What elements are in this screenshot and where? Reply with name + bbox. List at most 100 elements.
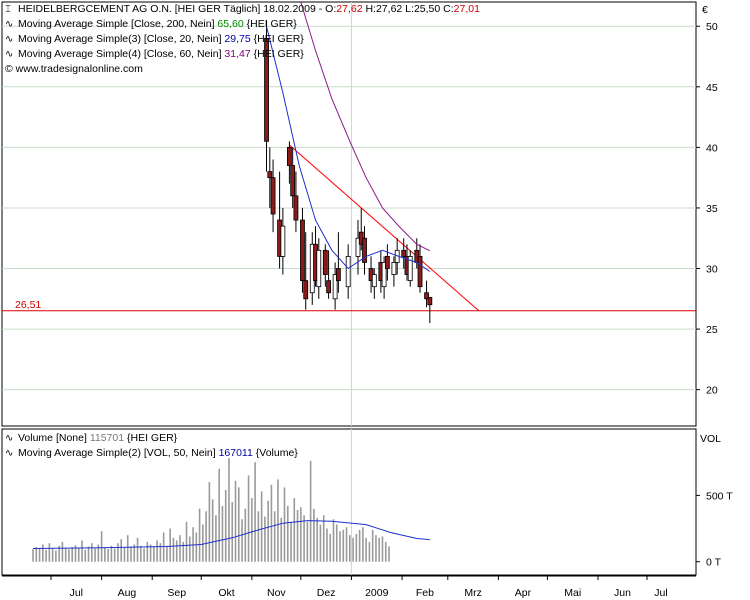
x-tick-label: Jul <box>70 587 83 599</box>
open-value: 27,62 <box>336 3 363 15</box>
candle-body <box>332 274 338 300</box>
candle-body <box>316 249 322 288</box>
volume-panel: 0 T 500 T VOL <box>1 428 733 576</box>
x-tick-label: Sep <box>167 587 186 599</box>
candle-body <box>335 268 341 282</box>
volume-y-axis: 0 T 500 T <box>696 490 733 569</box>
x-tick-label: Jun <box>614 587 631 599</box>
price-y-tick-label: 20 <box>706 385 718 397</box>
legend-ma20: ∿ Moving Average Simple(3) [Close, 20, Ne… <box>5 32 304 47</box>
candle-body <box>362 237 367 263</box>
close-label: C: <box>443 3 454 15</box>
line-icon: ∿ <box>5 49 14 60</box>
candle-body <box>381 262 387 288</box>
legend-volume-suffix: {HEI GER} <box>127 432 178 444</box>
candle-body <box>290 165 296 197</box>
x-tick-label: Okt <box>218 587 234 599</box>
x-tick-label: Nov <box>267 587 286 599</box>
x-tick-label: Apr <box>515 587 532 599</box>
instrument-title: HEIDELBERGCEMENT AG O.N. [HEI GER Täglic… <box>18 3 261 15</box>
candle-body <box>270 177 276 215</box>
price-gridlines <box>2 25 696 391</box>
candle-body <box>384 255 390 269</box>
legend-ma200-value: 65,60 <box>217 18 244 30</box>
legend-volume-ma: ∿ Moving Average Simple(2) [VOL, 50, Nein… <box>5 446 298 461</box>
candle-body <box>345 255 351 288</box>
x-tick-label: Aug <box>118 587 137 599</box>
candle-body <box>322 249 328 275</box>
legend-ma20-suffix: {HEI GER} <box>253 33 304 45</box>
price-y-tick-label: 40 <box>706 142 718 154</box>
line-icon: ∿ <box>5 433 14 444</box>
candle-body <box>401 249 407 257</box>
legend-ma60-suffix: {HEI GER} <box>253 48 304 60</box>
legend-ma200-label: Moving Average Simple [Close, 200, Nein] <box>18 18 215 30</box>
price-y-tick-label: 45 <box>706 82 718 94</box>
price-candles <box>264 20 433 324</box>
line-icon: ∿ <box>5 19 14 30</box>
price-y-tick-label: 30 <box>706 264 718 276</box>
high-value: 27,62 <box>375 3 403 15</box>
price-y-tick-label: 50 <box>706 21 718 33</box>
price-panel: 26,51 20 25 30 35 40 45 50 € <box>1 1 718 427</box>
candle-body <box>280 225 286 257</box>
candle-body <box>371 274 377 288</box>
x-tick-label: Feb <box>416 587 434 599</box>
quote-date: 18.02.2009 <box>263 3 316 15</box>
legend-volume-ma-suffix: {Volume} <box>255 447 298 459</box>
legend-volume-ma-value: 167011 <box>218 447 253 459</box>
price-y-tick-label: 25 <box>706 324 718 336</box>
candle-body <box>355 237 361 257</box>
legend-ma200-suffix: {HEI GER} <box>246 18 297 30</box>
support-label: 26,51 <box>15 299 41 311</box>
candle-body <box>303 280 309 300</box>
x-tick-label: 2009 <box>365 587 389 599</box>
x-tick-label: Jul <box>654 587 667 599</box>
line-icon: ∿ <box>5 34 14 45</box>
price-y-axis: 20 25 30 35 40 45 50 <box>696 21 718 397</box>
legend-volume-value: 115701 <box>89 432 125 444</box>
close-value: 27,01 <box>453 3 480 15</box>
x-axis: Jul Aug Sep Okt Nov Dez 2009 Feb Mrz Apr Mai Jun Jul <box>2 575 696 599</box>
volume-ma-line <box>32 520 430 549</box>
candle-body <box>417 255 423 288</box>
copyright-text: © www.tradesignalonline.com <box>5 63 143 75</box>
price-panel-frame <box>1 1 697 427</box>
candle-body <box>264 37 269 142</box>
candle-body <box>391 262 397 275</box>
volume-y-tick-label: 500 T <box>706 490 733 502</box>
line-icon: ∿ <box>5 448 14 459</box>
volume-axis-title: VOL <box>700 433 721 445</box>
resistance-trendline <box>289 144 480 312</box>
ma-20-line <box>266 26 431 272</box>
candle-body <box>293 195 299 221</box>
legend-ma60: ∿ Moving Average Simple(4) [Close, 60, Ne… <box>5 47 304 62</box>
high-label: H: <box>365 3 376 15</box>
volume-y-tick-label: 0 T <box>706 557 722 569</box>
x-tick-label: Dez <box>317 587 336 599</box>
volume-bars <box>32 458 390 562</box>
ma-60-line <box>300 1 431 252</box>
candle-body <box>407 255 413 282</box>
legend-volume-label: Volume [None] <box>18 432 87 444</box>
legend-ma20-label: Moving Average Simple(3) [Close, 20, Nei… <box>18 33 222 45</box>
low-label: L: <box>405 3 414 15</box>
price-y-tick-label: 35 <box>706 203 718 215</box>
bar-chart-icon: ⌶ <box>5 4 11 15</box>
candle-body <box>424 292 429 300</box>
candle-body <box>326 280 331 294</box>
candle-body <box>300 219 305 282</box>
candle-body <box>267 171 273 179</box>
open-label: O: <box>325 3 337 15</box>
copyright-notice: © www.tradesignalonline.com <box>5 62 143 77</box>
legend-volume-ma-label: Moving Average Simple(2) [VOL, 50, Nein] <box>18 447 216 459</box>
currency-label: € <box>702 4 708 16</box>
legend-ma200: ∿ Moving Average Simple [Close, 200, Nein… <box>5 17 297 32</box>
x-tick-label: Mai <box>564 587 581 599</box>
candle-body <box>286 146 292 166</box>
legend-ma60-value: 31,47 <box>224 48 251 60</box>
legend-ma60-label: Moving Average Simple(4) [Close, 60, Nei… <box>18 48 222 60</box>
price-header: ⌶ HEIDELBERGCEMENT AG O.N. [HEI GER Tägli… <box>5 3 480 15</box>
legend-volume: ∿ Volume [None] 115701 {HEI GER} <box>5 431 177 446</box>
